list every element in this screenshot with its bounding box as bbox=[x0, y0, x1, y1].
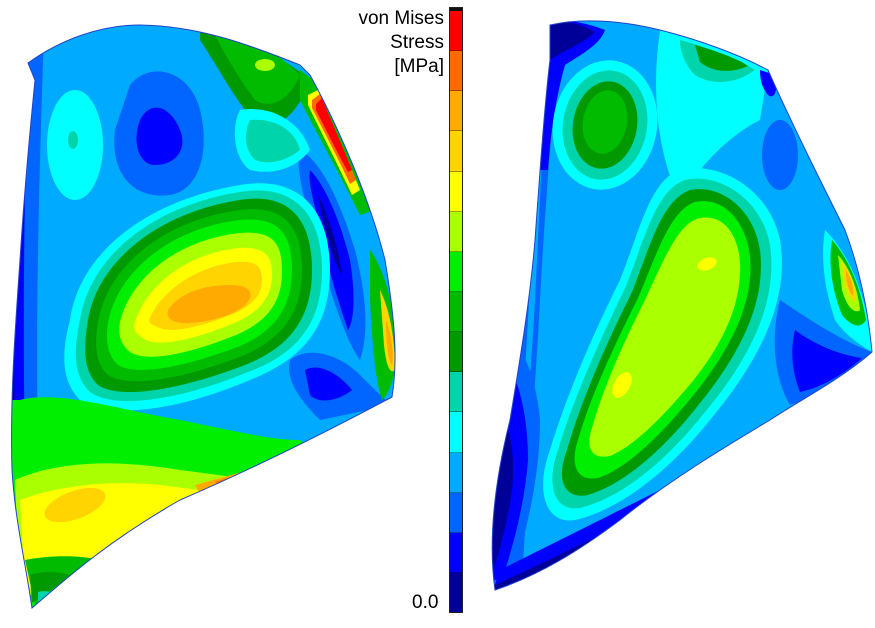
colorbar-segment bbox=[450, 452, 462, 493]
colorbar-segment bbox=[450, 412, 462, 453]
colorbar-segment bbox=[450, 492, 462, 533]
colorbar-segment bbox=[450, 291, 462, 333]
blade-right-fill bbox=[492, 20, 872, 591]
colorbar-segment bbox=[450, 572, 462, 613]
colorbar-segment bbox=[450, 131, 462, 172]
colorbar-segment bbox=[450, 11, 462, 52]
colorbar-segment bbox=[450, 51, 462, 92]
legend-title-line1: von Mises bbox=[358, 8, 444, 29]
blade-left-outline bbox=[11, 24, 396, 609]
colorbar-segment bbox=[450, 171, 462, 212]
colorbar-segment bbox=[450, 372, 462, 413]
colorbar-segment bbox=[450, 532, 462, 573]
blade-right-outline bbox=[491, 20, 873, 591]
colorbar-top-cap bbox=[450, 8, 462, 11]
colorbar-segment bbox=[450, 91, 462, 132]
colorbar-segment bbox=[450, 332, 462, 373]
stress-colorbar bbox=[449, 7, 463, 613]
colorbar-segment bbox=[450, 211, 462, 252]
colorbar-segment bbox=[450, 251, 462, 292]
legend-title-line2: Stress bbox=[390, 32, 444, 53]
legend-title-line3: [MPa] bbox=[394, 56, 444, 77]
blade-left-fill bbox=[11, 25, 396, 608]
legend-title: von Mises Stress [MPa] bbox=[358, 7, 444, 79]
legend-min-label: 0.0 bbox=[412, 592, 439, 613]
